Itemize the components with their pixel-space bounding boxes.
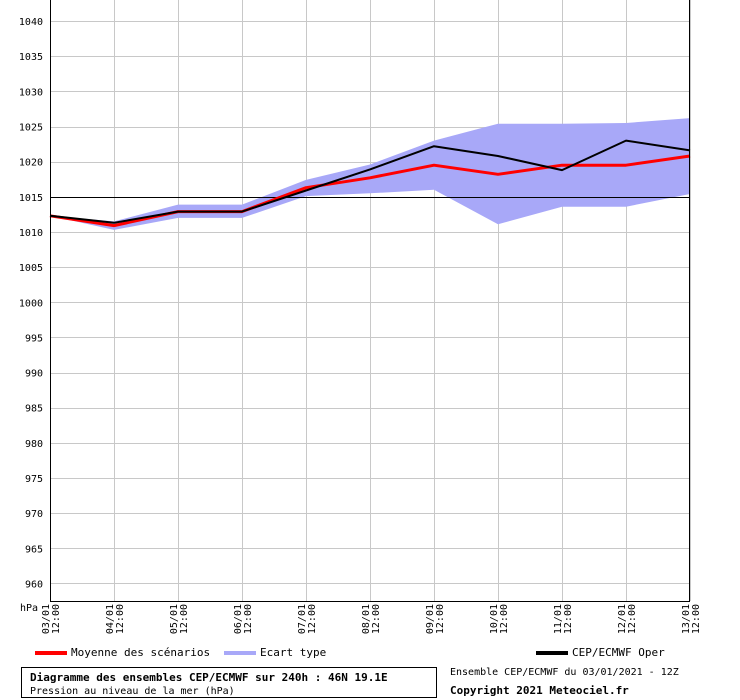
y-tick-label: 995 [25,333,43,344]
y-tick-label: 970 [25,509,43,520]
y-tick-label: 1010 [19,228,43,239]
copyright: Copyright 2021 Meteociel.fr [450,684,629,697]
x-tick-time: 12:00 [307,604,318,634]
x-tick-date: 07/01 [297,604,308,634]
x-tick-time: 12:00 [51,604,62,634]
legend-oper: CEP/ECMWF Oper [536,646,665,659]
legend-band: Ecart type [224,646,326,659]
chart-subtitle: Pression au niveau de la mer (hPa) [30,686,235,697]
x-tick-date: 05/01 [169,604,180,634]
x-tick-date: 04/01 [105,604,116,634]
x-tick-time: 12:00 [563,604,574,634]
legend-oper-swatch [536,651,568,655]
x-tick-date: 11/01 [553,604,564,634]
y-tick-label: 965 [25,544,43,555]
y-tick-label: 990 [25,369,43,380]
chart-axes [50,0,690,602]
x-tick-time: 12:00 [115,604,126,634]
y-tick-label: 1020 [19,158,43,169]
y-tick-label: 1000 [19,298,43,309]
y-tick-label: 1040 [19,17,43,28]
legend-mean: Moyenne des scénarios [35,646,210,659]
x-tick-date: 06/01 [233,604,244,634]
legend-oper-label: CEP/ECMWF Oper [572,646,665,659]
x-tick-date: 13/01 [681,604,692,634]
y-tick-label: 1025 [19,123,43,134]
y-tick-label: 1030 [19,87,43,98]
run-info: Ensemble CEP/ECMWF du 03/01/2021 - 12Z [450,667,679,678]
x-tick-date: 12/01 [617,604,628,634]
y-tick-label: 985 [25,404,43,415]
chart-title: Diagramme des ensembles CEP/ECMWF sur 24… [30,671,388,684]
series-layer [49,139,691,228]
x-tick-time: 12:00 [691,604,702,634]
legend-band-swatch [224,651,256,655]
y-tick-label: 960 [25,579,43,590]
y-tick-label: 1005 [19,263,43,274]
info-box: Diagramme des ensembles CEP/ECMWF sur 24… [21,667,437,698]
x-tick-time: 12:00 [371,604,382,634]
x-tick-time: 12:00 [435,604,446,634]
y-tick-labels: 960 965 970 975 980 985 990 995 1000 1005 1010 1015… [19,17,43,614]
x-tick-date: 03/01 [41,604,52,634]
x-tick-labels: 03/01 12:00 04/01 12:00 05/01 12:00 06/01 12:00… [41,604,702,634]
y-tick-label: 980 [25,439,43,450]
y-unit-label: hPa [20,603,38,614]
legend-band-label: Ecart type [260,646,327,659]
chart-grid [50,0,691,601]
x-tick-time: 12:00 [499,604,510,634]
y-tick-label: 1035 [19,52,43,63]
std-dev-band [50,118,690,230]
x-tick-date: 10/01 [489,604,500,634]
y-tick-label: 1015 [19,193,43,204]
x-tick-date: 08/01 [361,604,372,634]
x-tick-time: 12:00 [627,604,638,634]
legend-mean-label: Moyenne des scénarios [71,646,211,659]
series-oper-line [49,139,691,224]
x-tick-time: 12:00 [243,604,254,634]
y-tick-label: 975 [25,474,43,485]
std-dev-band-layer [50,118,690,230]
legend-mean-swatch [35,651,67,655]
x-tick-time: 12:00 [179,604,190,634]
x-tick-date: 09/01 [425,604,436,634]
